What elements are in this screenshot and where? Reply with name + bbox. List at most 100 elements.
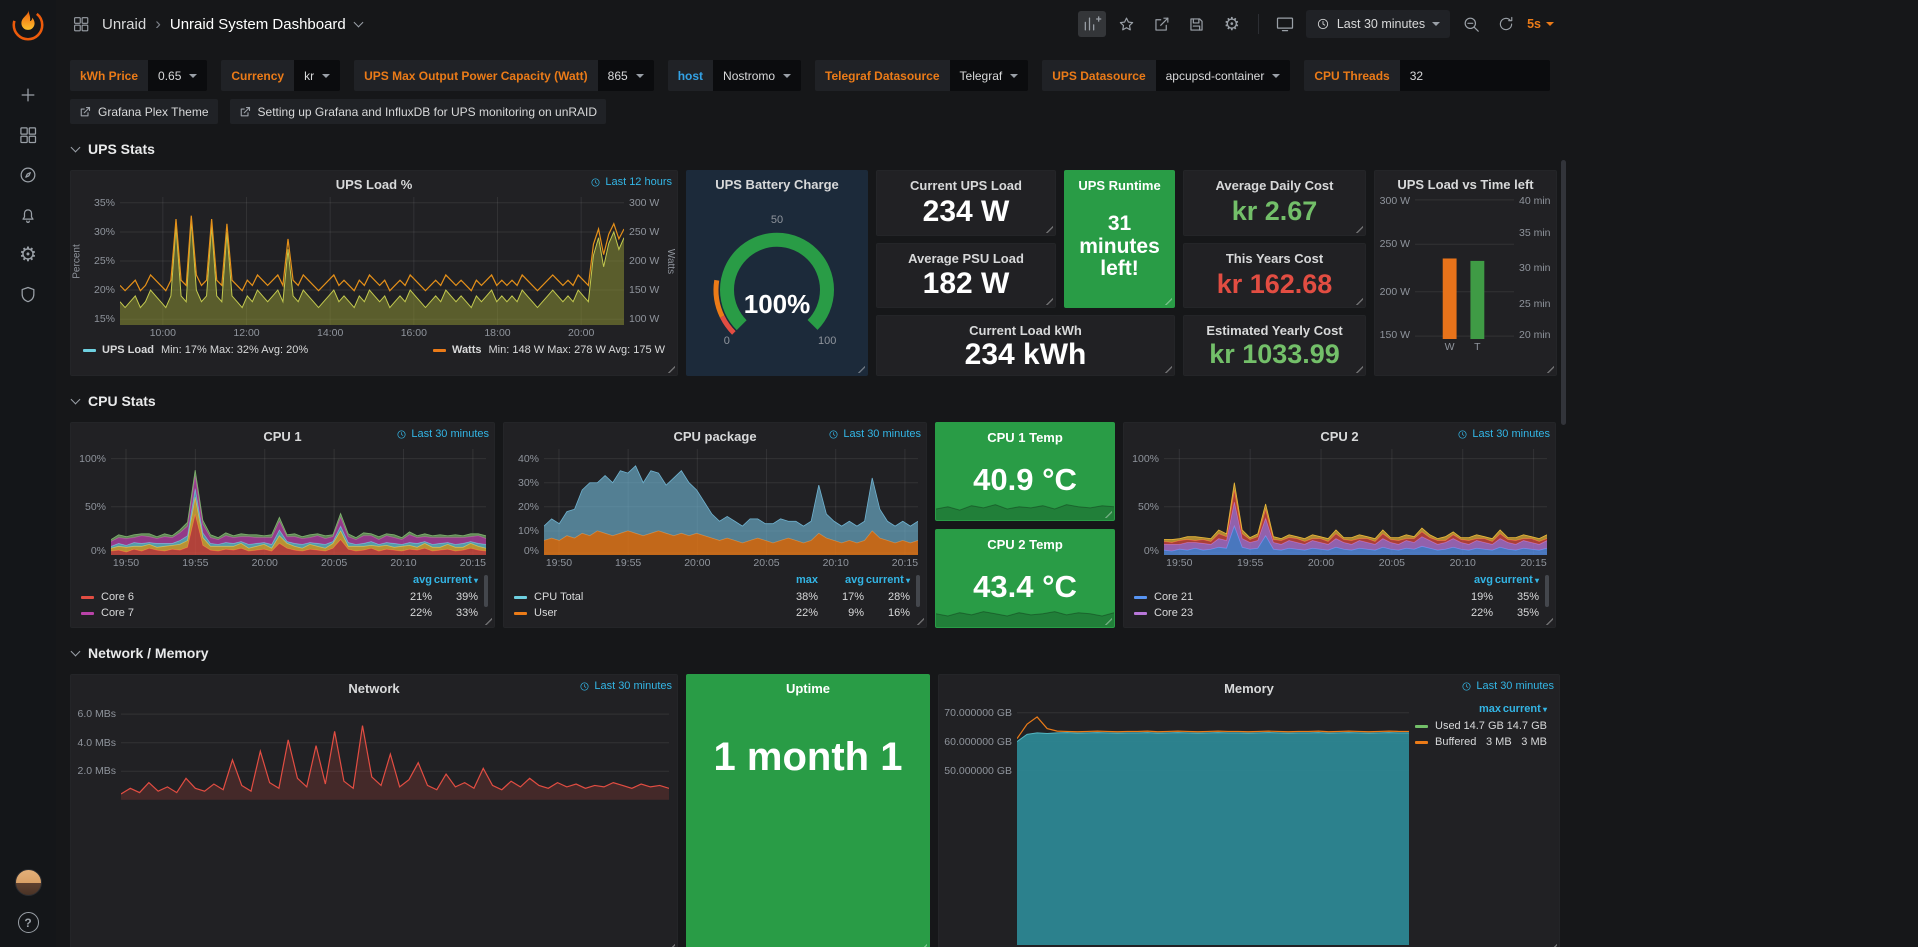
breadcrumb: Unraid › Unraid System Dashboard bbox=[102, 14, 364, 34]
cpu-package-chart[interactable] bbox=[544, 449, 918, 555]
cpu2-chart[interactable] bbox=[1164, 449, 1547, 555]
variable-value-dropdown[interactable]: Nostromo bbox=[713, 60, 802, 91]
cycle-view-monitor-icon[interactable] bbox=[1271, 11, 1299, 37]
panel-time-override[interactable]: Last 12 hours bbox=[590, 176, 672, 188]
section-chevron-icon bbox=[70, 646, 81, 657]
stat-value: kr 2.67 bbox=[1231, 196, 1318, 226]
time-range-picker[interactable]: Last 30 minutes bbox=[1305, 10, 1451, 38]
page-scrollbar[interactable] bbox=[1561, 160, 1566, 425]
panel-title[interactable]: Network bbox=[348, 680, 400, 696]
panel-cpu2: CPU 2 Last 30 minutes 0% 50% 100% 19:50 19:… bbox=[1123, 422, 1556, 628]
add-panel-icon[interactable] bbox=[1077, 11, 1106, 37]
legend-color-dash bbox=[1415, 724, 1428, 728]
panel-time-override[interactable]: Last 30 minutes bbox=[828, 428, 921, 440]
cpu1-chart[interactable] bbox=[111, 449, 486, 555]
panel-title[interactable]: CPU package bbox=[673, 428, 757, 444]
panel-title[interactable]: Memory bbox=[1224, 680, 1274, 696]
dashboard-settings-gear-icon[interactable]: ⚙ bbox=[1223, 13, 1240, 34]
refresh-interval-picker[interactable]: 5s bbox=[1527, 17, 1554, 31]
memory-chart[interactable] bbox=[1017, 701, 1409, 945]
legend-scrollbar[interactable] bbox=[1545, 575, 1549, 607]
explore-compass-icon[interactable] bbox=[17, 164, 39, 186]
refresh-interval-caret-icon bbox=[1546, 22, 1554, 26]
configuration-gear-icon[interactable]: ⚙ bbox=[19, 244, 37, 266]
legend-row[interactable]: Buffered 3 MB 3 MB bbox=[1415, 734, 1547, 750]
legend-scrollbar[interactable] bbox=[916, 575, 920, 607]
help-icon[interactable]: ? bbox=[17, 912, 39, 933]
variable-telegraf-datasource: Telegraf Datasource Telegraf bbox=[815, 60, 1029, 91]
cpu1-temp-sparkline bbox=[936, 498, 1114, 520]
legend-row[interactable]: Core 21 19% 35% bbox=[1134, 589, 1539, 605]
save-dashboard-icon[interactable] bbox=[1183, 11, 1211, 37]
variable-value-dropdown[interactable]: kr bbox=[294, 60, 341, 91]
legend-row[interactable]: Core 6 21% 39% bbox=[81, 589, 478, 605]
grafana-logo-icon[interactable] bbox=[11, 8, 45, 42]
ups-load-legend: UPS Load Min: 17% Max: 32% Avg: 20% Watt… bbox=[71, 340, 677, 356]
panel-title[interactable]: CPU 1 bbox=[263, 428, 302, 444]
time-range-caret-icon bbox=[1432, 22, 1441, 26]
link-ups-monitoring-guide[interactable]: Setting up Grafana and InfluxDB for UPS … bbox=[229, 99, 607, 124]
panel-time-override[interactable]: Last 30 minutes bbox=[396, 428, 489, 440]
variable-value-dropdown[interactable]: Telegraf bbox=[949, 60, 1029, 91]
network-chart[interactable] bbox=[121, 701, 669, 945]
legend-scrollbar[interactable] bbox=[484, 575, 488, 607]
link-label: Setting up Grafana and InfluxDB for UPS … bbox=[257, 104, 598, 119]
legend-row[interactable]: Core 7 22% 33% bbox=[81, 605, 478, 621]
variable-value-dropdown[interactable]: 865 bbox=[597, 60, 654, 91]
y-axis-ticks-left: 0% 10% 20% 30% 40% bbox=[517, 452, 539, 557]
panel-title[interactable]: CPU 2 bbox=[1320, 428, 1359, 444]
section-ups-stats[interactable]: UPS Stats bbox=[70, 136, 1560, 162]
variable-cpu-threads: CPU Threads 32 bbox=[1304, 60, 1550, 91]
panel-title[interactable]: Uptime bbox=[785, 680, 831, 696]
alerting-bell-icon[interactable] bbox=[17, 204, 39, 226]
legend-row[interactable]: Core 23 22% 35% bbox=[1134, 605, 1539, 621]
legend-item[interactable]: Watts Min: 148 W Max: 278 W Avg: 175 W bbox=[432, 344, 665, 356]
legend-row[interactable]: User 22% 9% 16% bbox=[514, 605, 910, 621]
legend-item[interactable]: UPS Load Min: 17% Max: 32% Avg: 20% bbox=[83, 344, 308, 356]
x-axis-ticks: 10:00 12:00 14:00 16:00 18:00 20:00 bbox=[149, 327, 595, 339]
panel-average-psu-load: Average PSU Load 182 W bbox=[876, 243, 1056, 308]
ups-load-chart[interactable] bbox=[120, 197, 624, 325]
variable-value-dropdown[interactable]: 0.65 bbox=[148, 60, 208, 91]
panel-time-override[interactable]: Last 30 minutes bbox=[579, 680, 672, 692]
panel-time-override[interactable]: Last 30 minutes bbox=[1461, 680, 1554, 692]
dashboard-title-caret-icon[interactable] bbox=[353, 17, 364, 28]
panel-title[interactable]: UPS Battery Charge bbox=[715, 176, 839, 192]
share-dashboard-icon[interactable] bbox=[1148, 11, 1176, 37]
panel-current-ups-load: Current UPS Load 234 W bbox=[876, 170, 1056, 236]
variable-host: host Nostromo bbox=[667, 60, 802, 91]
uptime-value: 1 month 1 bbox=[713, 735, 903, 779]
star-dashboard-icon[interactable] bbox=[1113, 11, 1141, 37]
admin-shield-icon[interactable] bbox=[17, 284, 39, 306]
user-avatar[interactable] bbox=[14, 869, 42, 896]
cpu2-temp-sparkline bbox=[936, 605, 1114, 627]
cpu-threads-input[interactable]: 32 bbox=[1399, 60, 1550, 91]
panel-cpu1-temp: CPU 1 Temp 40.9 °C bbox=[935, 422, 1115, 521]
refresh-icon[interactable] bbox=[1492, 11, 1520, 37]
section-cpu-stats[interactable]: CPU Stats bbox=[70, 388, 1560, 414]
dashboard-links-row: Grafana Plex Theme Setting up Grafana an… bbox=[70, 99, 1560, 124]
breadcrumb-dashboard-title[interactable]: Unraid System Dashboard bbox=[169, 15, 346, 33]
variable-value-dropdown[interactable]: apcupsd-container bbox=[1155, 60, 1291, 91]
legend-color-dash bbox=[81, 611, 94, 615]
breadcrumb-app[interactable]: Unraid bbox=[102, 15, 147, 33]
dashboards-icon[interactable] bbox=[17, 124, 39, 146]
zoom-out-icon[interactable] bbox=[1457, 11, 1485, 37]
panel-memory: Memory Last 30 minutes 70.000000 GB 60.00… bbox=[938, 674, 1560, 947]
variable-currency: Currency kr bbox=[221, 60, 341, 91]
panel-title[interactable]: UPS Load % bbox=[335, 176, 413, 192]
panel-time-override[interactable]: Last 30 minutes bbox=[1457, 428, 1550, 440]
panel-cpu1: CPU 1 Last 30 minutes 0% 50% 100% 19:50 19:… bbox=[70, 422, 495, 628]
load-time-bar-chart[interactable] bbox=[1415, 197, 1514, 339]
battery-gauge[interactable]: 0 50 100 bbox=[692, 197, 862, 357]
dashboard-grid-icon[interactable] bbox=[70, 13, 92, 35]
section-network-memory[interactable]: Network / Memory bbox=[70, 640, 1560, 666]
panel-title[interactable]: UPS Load vs Time left bbox=[1397, 176, 1534, 192]
legend-row[interactable]: CPU Total 38% 17% 28% bbox=[514, 589, 910, 605]
create-plus-icon[interactable] bbox=[17, 84, 39, 106]
link-grafana-plex-theme[interactable]: Grafana Plex Theme bbox=[70, 99, 218, 124]
section-chevron-icon bbox=[70, 142, 81, 153]
legend-row[interactable]: Used 14.7 GB 14.7 GB bbox=[1415, 718, 1547, 734]
